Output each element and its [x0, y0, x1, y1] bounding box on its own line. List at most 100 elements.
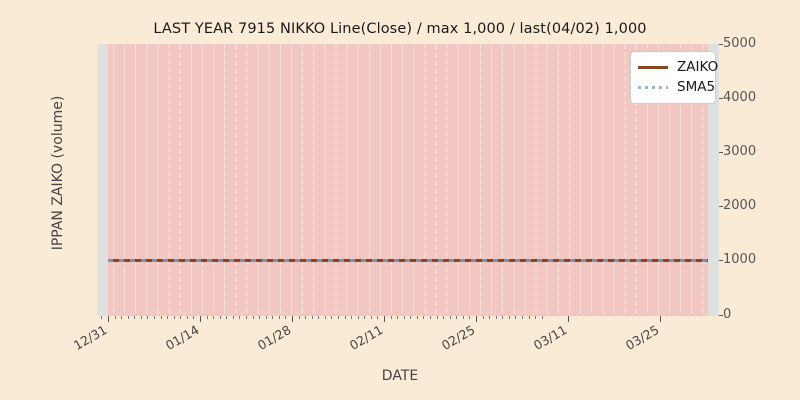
yaxis-title: IPPAN ZAIKO (volume): [50, 95, 66, 251]
xtick-minor-mark: [535, 316, 537, 319]
xtick-minor-mark: [180, 316, 182, 319]
xtick-minor-mark: [101, 316, 103, 319]
xtick-minor-mark: [416, 316, 418, 319]
ytick-mark-3000: [719, 152, 723, 153]
xtick-minor-mark: [246, 316, 247, 319]
xtick-minor-mark: [114, 316, 116, 319]
xtick-label-7: 03/25: [622, 322, 662, 354]
xtick-minor-mark: [298, 316, 300, 319]
xtick-minor-mark: [121, 316, 123, 319]
xtick-minor-mark: [259, 316, 261, 319]
legend-entry-sma5[interactable]: SMA5: [638, 77, 715, 97]
xtick-minor-mark: [397, 316, 399, 319]
xtick-mark-1: [108, 316, 109, 322]
xtick-minor-mark: [160, 316, 162, 319]
xtick-minor-mark: [443, 316, 445, 319]
xtick-minor-mark: [272, 316, 274, 319]
xtick-minor-mark: [469, 316, 471, 319]
xtick-minor-mark: [502, 316, 504, 319]
xtick-minor-mark: [364, 316, 366, 319]
xtick-label-2: 01/14: [162, 322, 202, 354]
ytick-mark-4000: [719, 98, 723, 99]
xtick-minor-mark: [456, 316, 458, 319]
ytick-label-4000: 4000: [723, 90, 757, 105]
xtick-minor-mark: [390, 316, 392, 319]
xtick-minor-mark: [324, 316, 326, 319]
xtick-minor-mark: [285, 316, 287, 319]
ytick-label-1000: 1000: [723, 252, 757, 267]
xtick-minor-mark: [193, 316, 195, 319]
legend-swatch-sma5-icon: [638, 85, 668, 89]
xtick-minor-mark: [403, 316, 405, 319]
xtick-label-3: 01/28: [254, 322, 294, 354]
xtick-minor-mark: [134, 316, 136, 319]
xaxis-title: DATE: [381, 368, 419, 384]
xtick-minor-mark: [186, 316, 188, 319]
xtick-minor-mark: [344, 316, 346, 319]
legend-entry-zaiko[interactable]: ZAIKO: [638, 57, 718, 77]
ytick-label-3000: 3000: [723, 144, 757, 159]
xtick-minor-mark: [213, 316, 215, 319]
xtick-minor-mark: [449, 316, 451, 319]
legend-label-zaiko: ZAIKO: [677, 59, 719, 75]
chart-title: LAST YEAR 7915 NIKKO Line(Close) / max 1…: [153, 21, 647, 37]
ytick-label-0: 0: [723, 307, 732, 322]
xtick-mark-2: [200, 316, 201, 322]
xtick-minor-mark: [515, 316, 517, 319]
xtick-minor-mark: [147, 316, 149, 319]
xtick-minor-mark: [482, 316, 484, 319]
xtick-mark-5: [476, 316, 477, 322]
xtick-minor-mark: [351, 316, 353, 319]
legend-swatch-zaiko-icon: [638, 65, 668, 69]
legend-label-sma5: SMA5: [677, 79, 716, 95]
xtick-minor-mark: [370, 316, 372, 319]
ytick-mark-1000: [719, 260, 723, 261]
ytick-mark-0: [719, 315, 723, 316]
xtick-minor-mark: [173, 316, 175, 319]
xtick-minor-mark: [462, 316, 464, 319]
vertical-gridlines: [108, 44, 708, 316]
plot-background: [108, 44, 708, 316]
xtick-minor-mark: [232, 316, 234, 319]
xtick-minor-mark: [508, 316, 510, 319]
xtick-minor-mark: [357, 316, 359, 319]
xtick-minor-mark: [541, 316, 543, 319]
xtick-minor-mark: [127, 316, 129, 319]
xtick-minor-mark: [167, 316, 169, 319]
xtick-minor-mark: [489, 316, 491, 319]
chart-legend: ZAIKO SMA5: [630, 51, 718, 104]
xtick-label-4: 02/11: [346, 322, 386, 354]
ytick-mark-2000: [719, 206, 723, 207]
xtick-minor-mark: [410, 316, 412, 319]
series-line-sma5: [108, 259, 708, 263]
xtick-minor-mark: [377, 316, 379, 319]
xtick-label-1: 12/31: [70, 322, 110, 354]
xtick-minor-mark: [338, 316, 339, 319]
xtick-minor-mark: [430, 316, 431, 319]
xtick-minor-mark: [226, 316, 228, 319]
xtick-minor-mark: [206, 316, 208, 319]
xtick-mark-7: [660, 316, 661, 322]
xtick-minor-mark: [528, 316, 530, 319]
xtick-minor-mark: [278, 316, 280, 319]
plot-area: [97, 44, 719, 316]
xtick-mark-6: [568, 316, 569, 322]
xtick-minor-mark: [305, 316, 307, 319]
xtick-mark-3: [292, 316, 293, 322]
ytick-label-5000: 5000: [723, 36, 757, 51]
xtick-minor-mark: [318, 316, 320, 319]
xtick-minor-mark: [522, 316, 523, 319]
xtick-minor-mark: [154, 316, 155, 319]
xtick-minor-mark: [331, 316, 333, 319]
xtick-minor-mark: [252, 316, 254, 319]
xtick-minor-mark: [219, 316, 221, 319]
xtick-label-5: 02/25: [438, 322, 478, 354]
xtick-minor-mark: [495, 316, 497, 319]
ytick-label-2000: 2000: [723, 198, 757, 213]
xtick-minor-mark: [436, 316, 438, 319]
xtick-minor-mark: [239, 316, 241, 319]
xtick-label-6: 03/11: [530, 322, 570, 354]
ytick-mark-5000: [719, 44, 723, 45]
xtick-mark-4: [384, 316, 385, 322]
